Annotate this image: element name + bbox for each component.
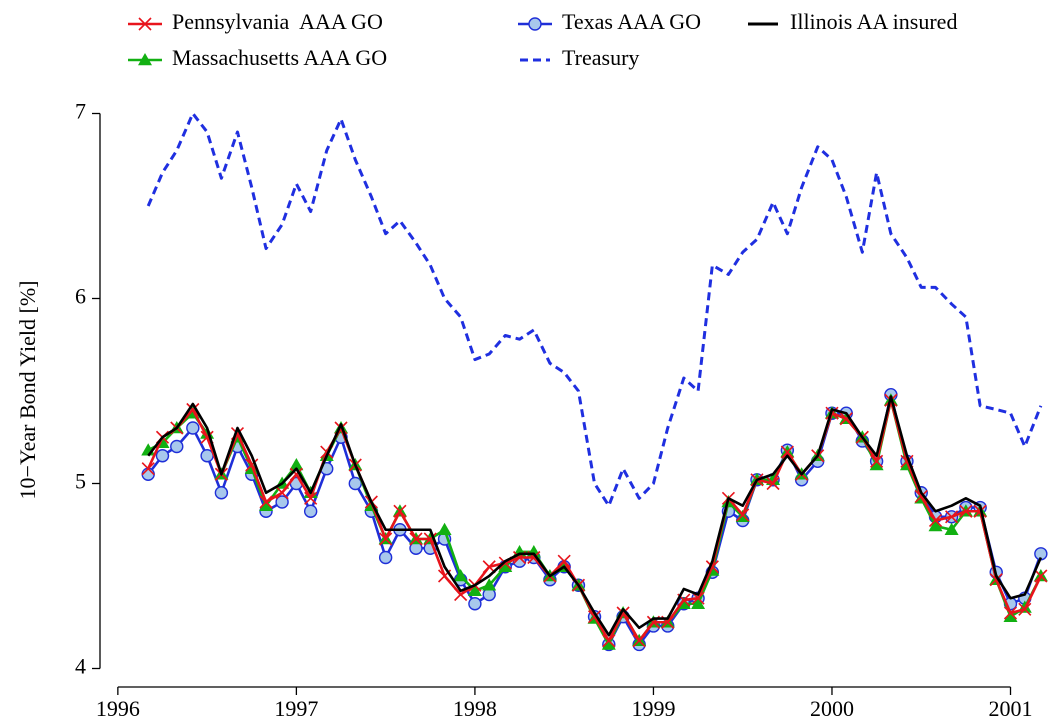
marker	[632, 634, 646, 648]
marker	[275, 486, 289, 500]
marker	[780, 445, 794, 459]
marker	[186, 402, 200, 417]
marker	[945, 510, 959, 524]
marker	[467, 583, 482, 597]
legend-label: Texas AAA GO	[562, 9, 701, 34]
legend-item: Massachusetts AAA GO	[128, 45, 387, 70]
y-tick-label: 4	[75, 654, 86, 679]
series-line	[147, 398, 1043, 643]
legend-label: Treasury	[562, 45, 639, 70]
legend-item: Texas AAA GO	[518, 9, 701, 34]
series-line	[147, 393, 1043, 646]
marker	[1018, 602, 1032, 616]
marker	[437, 522, 452, 535]
x-tick-label: 1996	[96, 696, 140, 721]
marker	[839, 412, 853, 426]
marker	[498, 559, 513, 572]
marker	[348, 476, 362, 491]
x-tick-label: 1998	[453, 696, 497, 721]
marker	[766, 476, 780, 491]
marker	[141, 462, 155, 476]
marker	[259, 498, 274, 511]
marker	[141, 467, 155, 481]
marker	[138, 53, 152, 66]
marker	[275, 495, 289, 509]
marker	[453, 569, 468, 582]
x-tick-label: 1999	[631, 696, 675, 721]
marker	[869, 458, 884, 471]
x-tick-label: 2001	[989, 696, 1033, 721]
marker	[944, 522, 959, 535]
y-tick-label: 5	[75, 469, 86, 494]
marker	[557, 554, 571, 568]
legend-item: Illinois AA insured	[748, 9, 957, 34]
x-tick-label: 2000	[810, 696, 854, 721]
marker	[393, 504, 407, 518]
legend-item: Pennsylvania AAA GO	[128, 9, 383, 34]
marker	[214, 486, 229, 500]
legend-label: Pennsylvania AAA GO	[172, 9, 383, 34]
y-tick-label: 6	[75, 284, 86, 309]
marker	[1003, 609, 1018, 622]
marker	[378, 550, 393, 565]
marker	[289, 467, 303, 481]
legend-item: Treasury	[520, 45, 639, 70]
marker	[304, 491, 318, 505]
marker	[155, 449, 170, 463]
marker	[259, 495, 273, 509]
series-line	[147, 395, 1043, 637]
legend-label: Illinois AA insured	[790, 9, 957, 34]
marker	[528, 17, 542, 31]
marker	[928, 513, 943, 528]
marker	[468, 597, 482, 611]
marker	[914, 489, 928, 504]
y-tick-label: 7	[75, 99, 86, 124]
x-tick-label: 1997	[274, 696, 318, 721]
marker	[602, 634, 616, 648]
marker	[303, 504, 318, 518]
marker	[138, 17, 152, 31]
marker	[1034, 569, 1048, 583]
marker	[870, 454, 884, 468]
marker	[928, 519, 943, 532]
marker	[170, 439, 184, 454]
series-line	[146, 112, 1043, 508]
series-line	[147, 398, 1043, 646]
legend-label: Massachusetts AAA GO	[172, 45, 387, 70]
marker	[379, 532, 393, 546]
marker	[959, 504, 973, 518]
marker	[186, 421, 200, 435]
y-axis-label: 10−Year Bond Yield [%]	[15, 281, 40, 500]
marker	[736, 508, 750, 522]
marker	[289, 458, 304, 471]
marker	[482, 578, 497, 591]
marker	[691, 596, 706, 609]
marker	[409, 532, 423, 546]
marker	[1003, 606, 1018, 620]
marker	[601, 637, 616, 650]
